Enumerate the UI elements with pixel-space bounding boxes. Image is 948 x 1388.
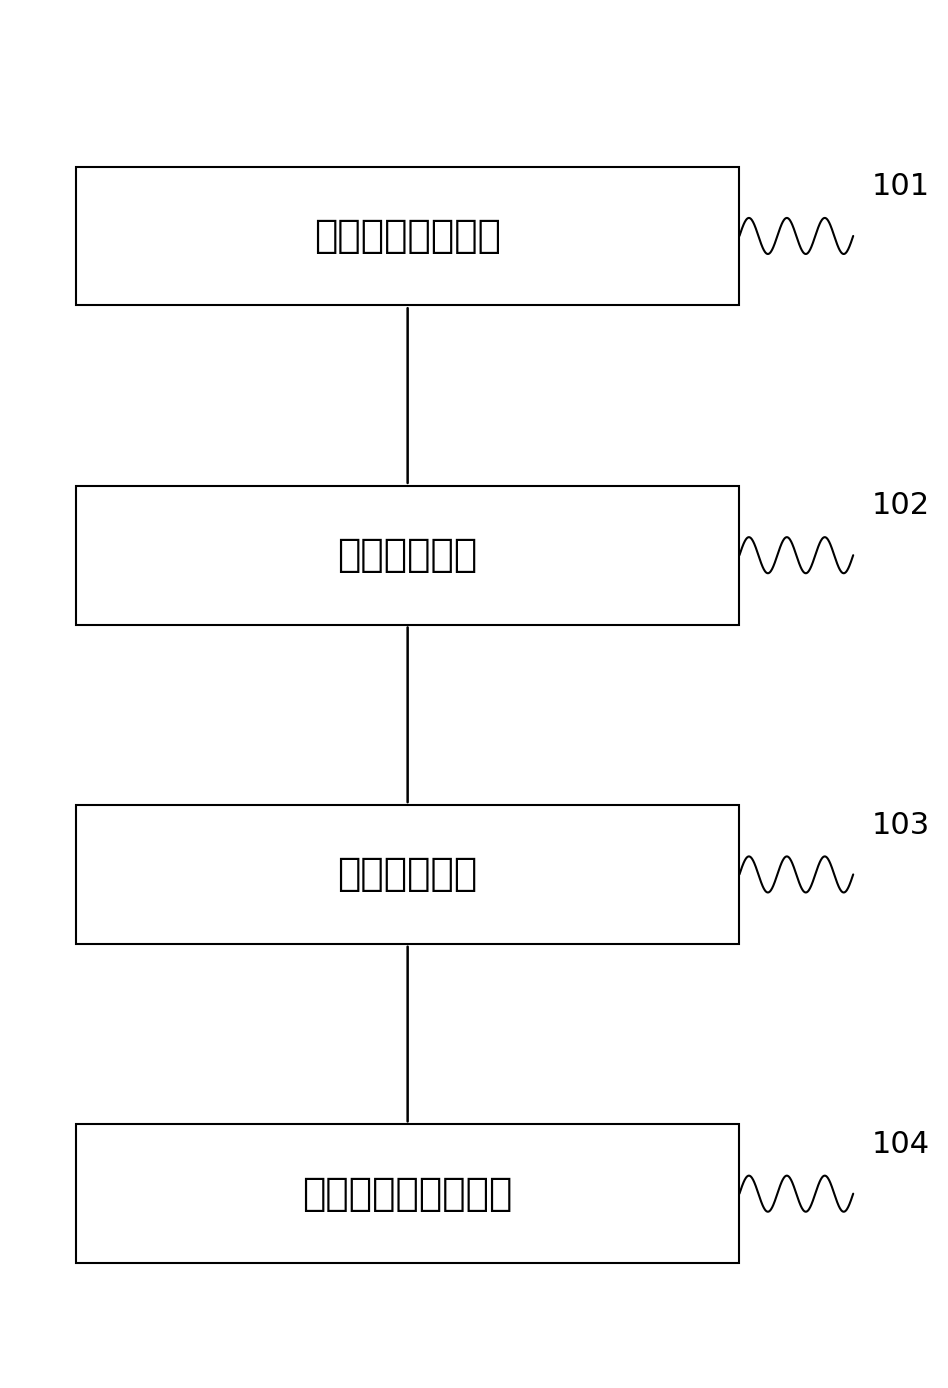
Text: 节能可视化平台模块: 节能可视化平台模块 bbox=[302, 1174, 513, 1213]
Text: 104: 104 bbox=[872, 1130, 930, 1159]
Text: 101: 101 bbox=[872, 172, 930, 201]
Text: 103: 103 bbox=[872, 811, 930, 840]
FancyBboxPatch shape bbox=[76, 805, 739, 944]
FancyBboxPatch shape bbox=[76, 486, 739, 625]
Text: 节能管理模块: 节能管理模块 bbox=[337, 855, 478, 894]
Text: 102: 102 bbox=[872, 491, 930, 520]
Text: 现场数据采集模块: 现场数据采集模块 bbox=[314, 217, 501, 255]
Text: 数据转换模块: 数据转换模块 bbox=[337, 536, 478, 575]
FancyBboxPatch shape bbox=[76, 167, 739, 305]
FancyBboxPatch shape bbox=[76, 1124, 739, 1263]
